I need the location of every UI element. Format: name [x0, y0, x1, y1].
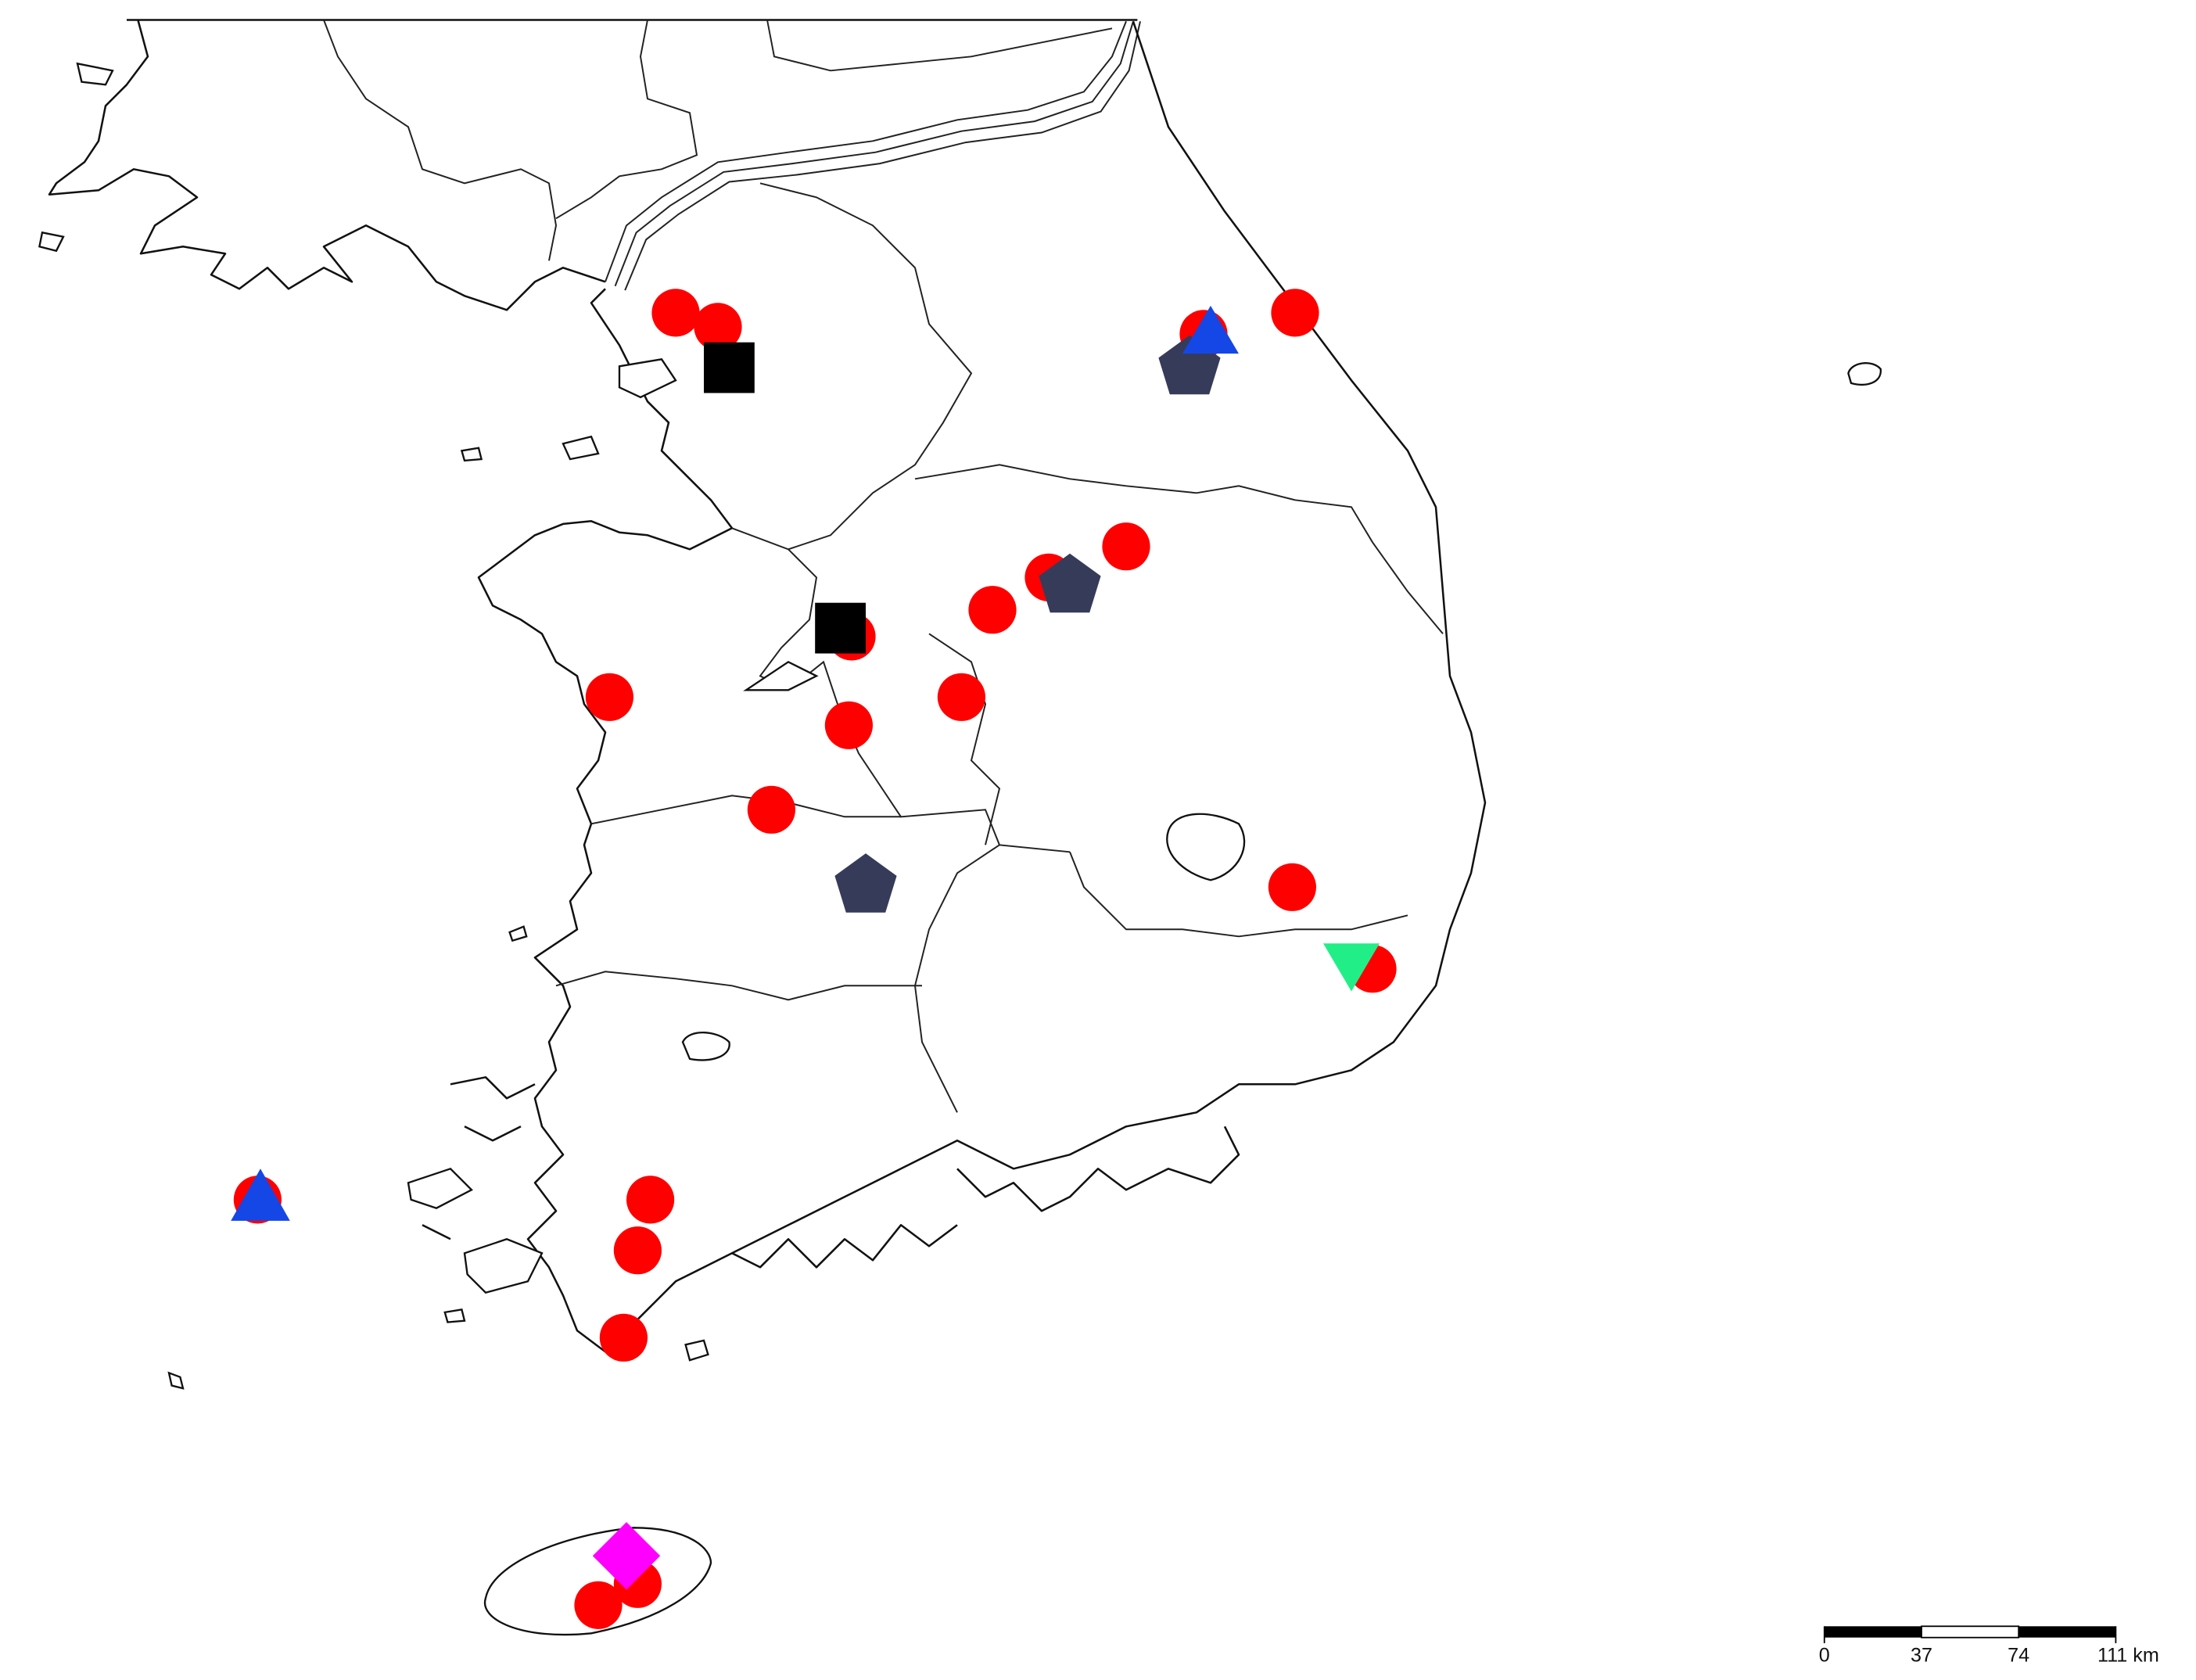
lake [1166, 813, 1246, 881]
marker-diamond [592, 1522, 661, 1590]
island [684, 1339, 709, 1362]
island [443, 1308, 466, 1323]
marker-circle [968, 586, 1017, 634]
scale-label: 111 km [2097, 1644, 2159, 1666]
marker-circle [694, 303, 742, 351]
marker-circle [651, 289, 700, 337]
province-border [590, 795, 901, 825]
province-border [759, 182, 973, 551]
island [618, 358, 677, 399]
island [562, 435, 600, 461]
island [167, 1371, 185, 1390]
island [407, 1167, 473, 1209]
scale-bar-segment [2018, 1626, 2116, 1638]
province-border [555, 971, 922, 1001]
dmz-line [624, 21, 1141, 291]
marker-square [815, 602, 866, 654]
dmz-line [605, 20, 1127, 282]
river-mouth [743, 660, 819, 691]
marker-circle [599, 1313, 648, 1362]
island [38, 231, 65, 253]
dmz-line [614, 21, 1134, 287]
scale-label: 0 [1819, 1644, 1830, 1666]
marker-circle [747, 785, 795, 834]
island [76, 62, 114, 86]
marker-pentagon [834, 853, 897, 913]
ulleung-island [1847, 362, 1882, 386]
scale-label: 74 [2008, 1644, 2029, 1666]
south-coast-islands [731, 1224, 958, 1269]
province-border [766, 20, 1113, 72]
marker-square [704, 342, 755, 393]
marker-circle [937, 673, 985, 721]
province-border [913, 844, 1000, 1113]
province-border [928, 633, 1001, 845]
south-coast-islands [956, 1125, 1240, 1212]
marker-triangle [1182, 305, 1239, 354]
province-border [914, 464, 1444, 634]
island [508, 925, 528, 942]
scale-bar-segment [1824, 1626, 1922, 1638]
marker-circle [613, 1226, 662, 1275]
marker-circle [1271, 289, 1319, 337]
island [460, 447, 483, 462]
marker-pentagon [1039, 553, 1101, 613]
marker-inverted-triangle [1323, 943, 1380, 992]
northern-coast [48, 20, 606, 311]
marker-circle [585, 673, 633, 721]
marker-circle [1268, 863, 1316, 911]
province-border [555, 20, 698, 220]
scale-bar-segment [1921, 1625, 2020, 1639]
island [463, 1238, 544, 1294]
marker-circle [1102, 522, 1150, 571]
marker-circle [824, 701, 873, 749]
marker-circle [574, 1581, 623, 1629]
lake [681, 1031, 730, 1061]
mainland-coast [477, 20, 1487, 1353]
marker-triangle [231, 1168, 290, 1221]
marker-circle [626, 1176, 675, 1224]
west-coast-islands [422, 1076, 536, 1240]
province-border [323, 20, 558, 261]
province-border [1069, 851, 1408, 938]
scale-label: 37 [1911, 1644, 1932, 1666]
